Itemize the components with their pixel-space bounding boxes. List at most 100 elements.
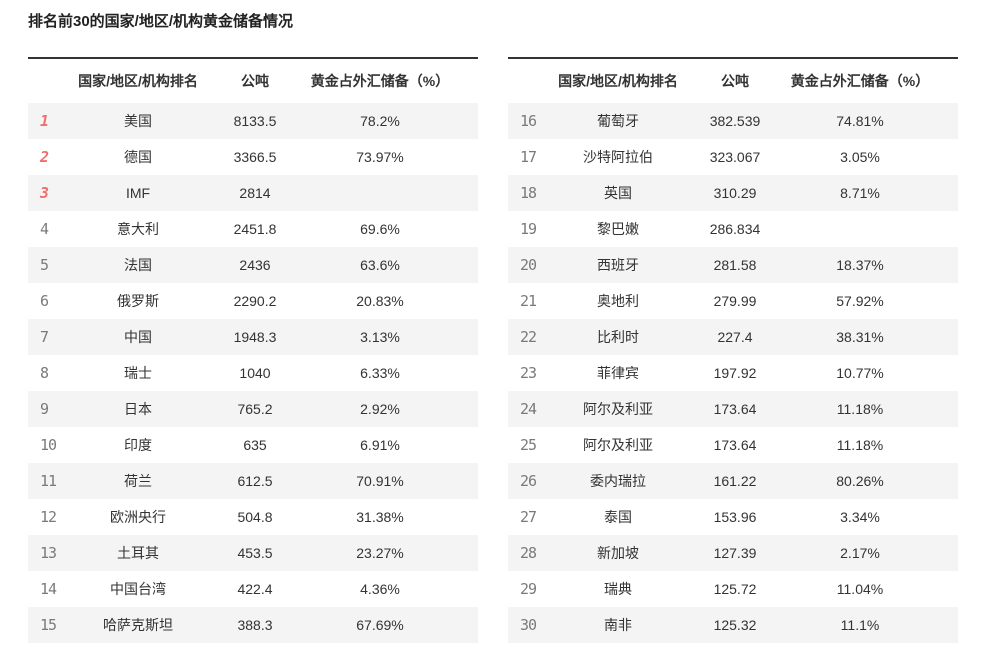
tonnes-cell: 1040 <box>239 365 271 381</box>
percent-cell: 8.71% <box>840 185 880 201</box>
tonnes-cell: 388.3 <box>237 617 273 633</box>
header-rank <box>508 58 556 103</box>
table-row: 30 南非 125.32 11.1% <box>508 607 958 643</box>
header-row: 国家/地区/机构排名 公吨 黄金占外汇储备（%） <box>508 58 958 103</box>
table-row: 7 中国 1948.3 3.13% <box>28 319 478 355</box>
country-cell: 英国 <box>604 185 632 201</box>
rank-cell: 12 <box>40 508 57 526</box>
rank-cell: 23 <box>520 364 537 382</box>
header-percent: 黄金占外汇储备（%） <box>310 58 478 103</box>
tonnes-cell: 125.32 <box>713 617 757 633</box>
header-percent: 黄金占外汇储备（%） <box>790 58 958 103</box>
tonnes-cell: 323.067 <box>709 149 761 165</box>
rank-cell: 17 <box>520 148 537 166</box>
percent-cell: 4.36% <box>360 581 400 597</box>
tonnes-cell: 125.72 <box>713 581 757 597</box>
percent-cell: 73.97% <box>356 149 404 165</box>
country-cell: 沙特阿拉伯 <box>583 149 653 165</box>
table-row: 2 德国 3366.5 73.97% <box>28 139 478 175</box>
tonnes-cell: 1948.3 <box>233 329 277 345</box>
rank-cell: 20 <box>520 256 537 274</box>
table-row: 25 阿尔及利亚 173.64 11.18% <box>508 427 958 463</box>
country-cell: 中国 <box>124 329 152 345</box>
table-body-left: 1 美国 8133.5 78.2% 2 德国 3366.5 73.97% 3 IMF 2814 4 意大… <box>28 103 478 643</box>
tonnes-cell: 612.5 <box>237 473 273 489</box>
table-row: 12 欧洲央行 504.8 31.38% <box>28 499 478 535</box>
table-row: 3 IMF 2814 <box>28 175 478 211</box>
country-cell: 葡萄牙 <box>597 113 639 129</box>
header-rank <box>28 58 76 103</box>
country-cell: 瑞士 <box>124 365 152 381</box>
tonnes-cell: 281.58 <box>713 257 757 273</box>
tonnes-cell: 2451.8 <box>233 221 277 237</box>
tonnes-cell: 227.4 <box>717 329 753 345</box>
header-row: 国家/地区/机构排名 公吨 黄金占外汇储备（%） <box>28 58 478 103</box>
country-cell: 黎巴嫩 <box>597 221 639 237</box>
country-cell: 俄罗斯 <box>117 293 159 309</box>
table-row: 5 法国 2436 63.6% <box>28 247 478 283</box>
tonnes-cell: 2436 <box>239 257 271 273</box>
tonnes-cell: 161.22 <box>713 473 757 489</box>
gold-table-left: 国家/地区/机构排名 公吨 黄金占外汇储备（%） 1 美国 8133.5 78.2% 2… <box>28 57 478 643</box>
percent-cell: 11.1% <box>840 617 880 633</box>
country-cell: 印度 <box>124 437 152 453</box>
country-cell: 阿尔及利亚 <box>583 437 653 453</box>
table-row: 28 新加坡 127.39 2.17% <box>508 535 958 571</box>
rank-cell: 3 <box>40 184 49 202</box>
rank-cell: 29 <box>520 580 537 598</box>
percent-cell: 67.69% <box>356 617 404 633</box>
table-row: 10 印度 635 6.91% <box>28 427 478 463</box>
tonnes-cell: 173.64 <box>713 437 757 453</box>
tonnes-cell: 422.4 <box>237 581 273 597</box>
table-row: 11 荷兰 612.5 70.91% <box>28 463 478 499</box>
percent-cell: 74.81% <box>836 113 884 129</box>
percent-cell: 20.83% <box>356 293 404 309</box>
percent-cell: 3.34% <box>840 509 880 525</box>
table-row: 14 中国台湾 422.4 4.36% <box>28 571 478 607</box>
percent-cell: 3.05% <box>840 149 880 165</box>
rank-cell: 19 <box>520 220 537 238</box>
rank-cell: 30 <box>520 616 537 634</box>
tonnes-cell: 310.29 <box>713 185 757 201</box>
table-row: 27 泰国 153.96 3.34% <box>508 499 958 535</box>
percent-cell: 18.37% <box>836 257 884 273</box>
country-cell: 菲律宾 <box>597 365 639 381</box>
country-cell: 南非 <box>604 617 632 633</box>
rank-cell: 28 <box>520 544 537 562</box>
table-row: 15 哈萨克斯坦 388.3 67.69% <box>28 607 478 643</box>
table-row: 24 阿尔及利亚 173.64 11.18% <box>508 391 958 427</box>
country-cell: 哈萨克斯坦 <box>103 617 173 633</box>
rank-cell: 24 <box>520 400 537 418</box>
country-cell: 美国 <box>124 113 152 129</box>
percent-cell: 11.18% <box>836 437 884 453</box>
percent-cell: 2.92% <box>360 401 400 417</box>
table-row: 1 美国 8133.5 78.2% <box>28 103 478 139</box>
country-cell: 西班牙 <box>597 257 639 273</box>
percent-cell: 38.31% <box>836 329 884 345</box>
rank-cell: 22 <box>520 328 537 346</box>
tonnes-cell: 197.92 <box>713 365 757 381</box>
rank-cell: 6 <box>40 292 49 310</box>
page: 排名前30的国家/地区/机构黄金储备情况 国家/地区/机构排名 公吨 黄金占外汇… <box>0 13 989 651</box>
rank-cell: 5 <box>40 256 49 274</box>
rank-cell: 11 <box>40 472 57 490</box>
percent-cell: 31.38% <box>356 509 404 525</box>
tonnes-cell: 453.5 <box>237 545 273 561</box>
percent-cell: 6.33% <box>360 365 400 381</box>
percent-cell: 78.2% <box>360 113 400 129</box>
tonnes-cell: 8133.5 <box>233 113 277 129</box>
tonnes-cell: 127.39 <box>713 545 757 561</box>
country-cell: 欧洲央行 <box>110 509 166 525</box>
rank-cell: 13 <box>40 544 57 562</box>
table-row: 13 土耳其 453.5 23.27% <box>28 535 478 571</box>
country-cell: 土耳其 <box>117 545 159 561</box>
table-row: 19 黎巴嫩 286.834 <box>508 211 958 247</box>
rank-cell: 26 <box>520 472 537 490</box>
tables-container: 国家/地区/机构排名 公吨 黄金占外汇储备（%） 1 美国 8133.5 78.2% 2… <box>28 57 962 643</box>
percent-cell: 63.6% <box>360 257 400 273</box>
country-cell: 法国 <box>124 257 152 273</box>
country-cell: 委内瑞拉 <box>590 473 646 489</box>
percent-cell: 11.18% <box>836 401 884 417</box>
percent-cell: 70.91% <box>356 473 404 489</box>
rank-cell: 1 <box>40 112 49 130</box>
